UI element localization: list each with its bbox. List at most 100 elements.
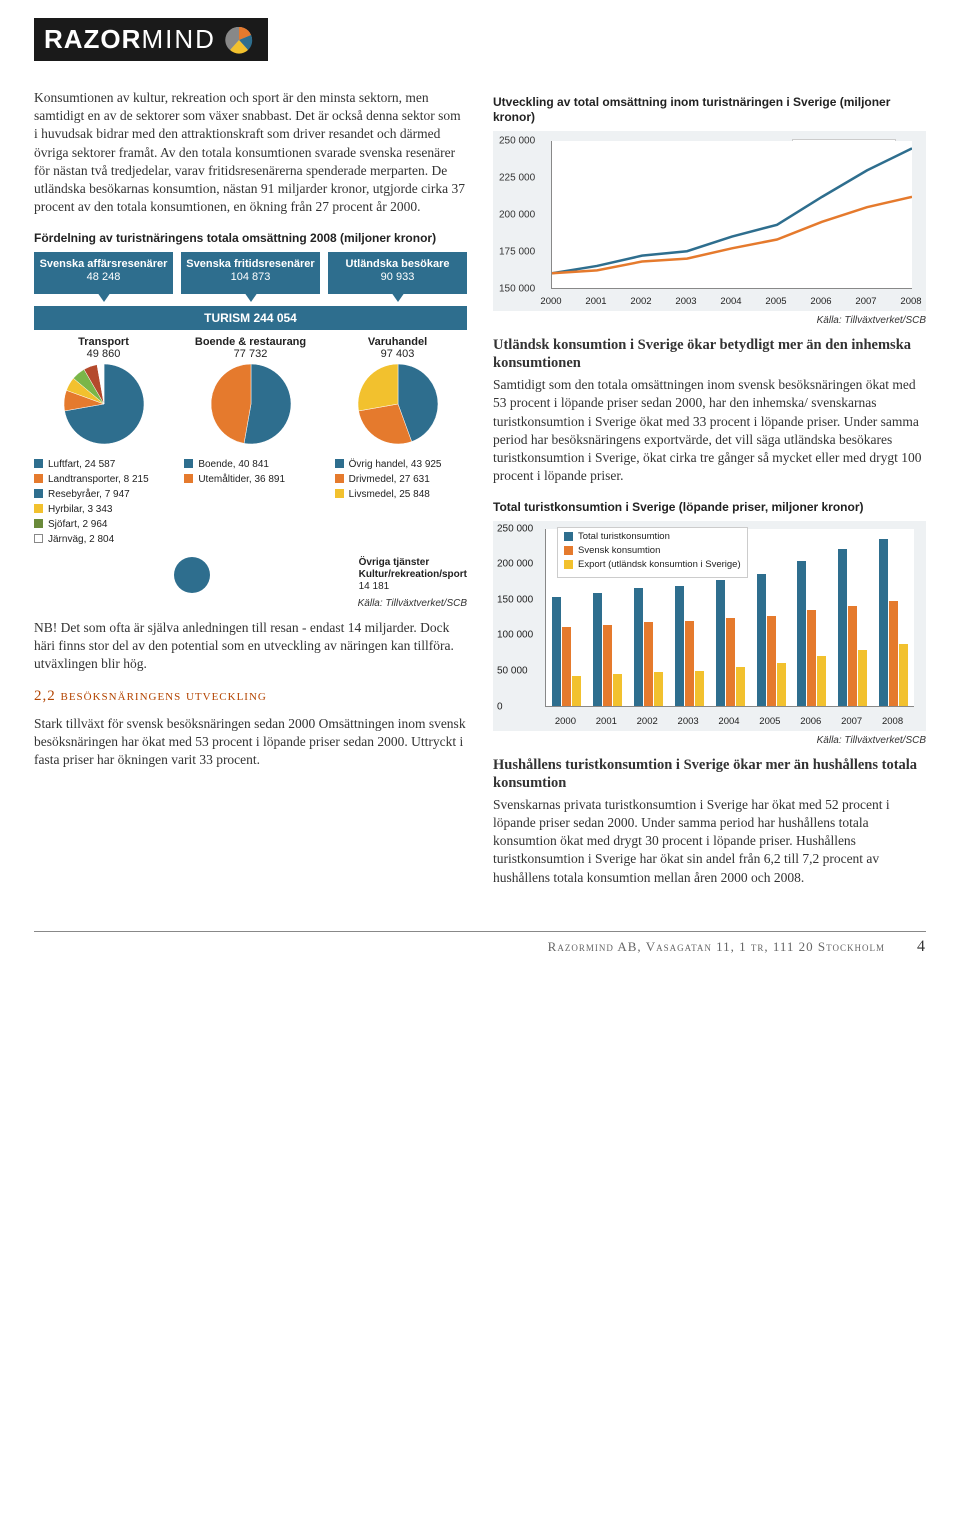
bar	[757, 574, 766, 705]
legend-item: Övrig handel, 43 925	[335, 458, 467, 471]
line-ytick: 225 000	[499, 173, 535, 184]
legend-item: Utemåltider, 36 891	[184, 473, 316, 486]
bar-group	[797, 561, 826, 705]
bar	[603, 625, 612, 706]
line-source: Källa: Tillväxtverket/SCB	[493, 315, 926, 326]
bar	[797, 561, 806, 705]
logo-bold: RAZOR	[44, 24, 141, 55]
page-number: 4	[917, 938, 926, 956]
bar-xtick: 2001	[596, 716, 617, 727]
bar-group	[716, 580, 745, 705]
bar	[858, 650, 867, 706]
line-xtick: 2005	[765, 296, 786, 307]
bar	[562, 627, 571, 705]
bar	[817, 656, 826, 706]
right-h2: Hushållens turistkonsumtion i Sverige ök…	[493, 756, 926, 792]
pie-column: Varuhandel97 403	[328, 336, 467, 444]
bar	[899, 644, 908, 706]
bar	[613, 674, 622, 705]
breakdown-title: Fördelning av turistnäringens totala oms…	[34, 231, 467, 246]
logo-block: RAZORMIND	[34, 18, 926, 61]
bar-group	[757, 574, 786, 705]
legend-item: Landtransporter, 8 215	[34, 473, 166, 486]
bar-group	[634, 588, 663, 705]
bar	[593, 593, 602, 705]
extra-l2: Kultur/rekreation/sport	[359, 569, 467, 580]
bar	[777, 663, 786, 705]
line-xtick: 2003	[675, 296, 696, 307]
line-title: Utveckling av total omsättning inom turi…	[493, 95, 926, 125]
bar-title: Total turistkonsumtion i Sverige (löpand…	[493, 500, 926, 515]
bar-group	[675, 586, 704, 705]
bar-ytick: 200 000	[497, 559, 533, 570]
line-xtick: 2004	[720, 296, 741, 307]
bar-legend-item: Svensk konsumtion	[564, 545, 741, 557]
bar	[644, 622, 653, 706]
bar-ytick: 50 000	[497, 665, 528, 676]
bar-group	[552, 597, 581, 706]
bar-xtick: 2000	[555, 716, 576, 727]
breakdown-mid: TURISM 244 054	[34, 306, 467, 330]
bar-xtick: 2004	[718, 716, 739, 727]
bar-xtick: 2005	[759, 716, 780, 727]
right-p2: Svenskarnas privata turistkonsumtion i S…	[493, 796, 926, 887]
breakdown-card: Svenska fritidsresenärer104 873	[181, 252, 320, 294]
line-xtick: 2008	[900, 296, 921, 307]
left-p1: Konsumtionen av kultur, rekreation och s…	[34, 89, 467, 217]
legend-item: Resebyråer, 7 947	[34, 488, 166, 501]
bar	[726, 618, 735, 705]
bar	[552, 597, 561, 706]
left-column: Konsumtionen av kultur, rekreation och s…	[34, 89, 467, 901]
bar-source: Källa: Tillväxtverket/SCB	[493, 735, 926, 746]
bar-legend: Total turistkonsumtionSvensk konsumtionE…	[557, 527, 748, 578]
extra-l3: 14 181	[359, 581, 467, 593]
legend-item: Boende, 40 841	[184, 458, 316, 471]
line-ytick: 175 000	[499, 247, 535, 258]
section-head: 2,2 besöksnäringens utveckling	[34, 688, 467, 705]
footer-address: Razormind AB, Vasagatan 11, 1 tr, 111 20…	[548, 939, 885, 955]
bar	[685, 621, 694, 705]
breakdown-chart: Fördelning av turistnäringens totala oms…	[34, 231, 467, 609]
line-ytick: 150 000	[499, 284, 535, 295]
legend-item: Hyrbilar, 3 343	[34, 503, 166, 516]
bar	[807, 610, 816, 705]
line-xtick: 2000	[540, 296, 561, 307]
bar	[848, 606, 857, 706]
page-footer: Razormind AB, Vasagatan 11, 1 tr, 111 20…	[34, 931, 926, 956]
legend-column: Boende, 40 841 Utemåltider, 36 891	[184, 458, 316, 548]
line-xtick: 2007	[855, 296, 876, 307]
line-ytick: 250 000	[499, 136, 535, 147]
bar-xtick: 2002	[637, 716, 658, 727]
line-xtick: 2001	[585, 296, 606, 307]
extra-l1: Övriga tjänster	[359, 557, 430, 568]
legend-item: Drivmedel, 27 631	[335, 473, 467, 486]
breakdown-source: Källa: Tillväxtverket/SCB	[34, 598, 467, 609]
line-ytick: 200 000	[499, 210, 535, 221]
bar-ytick: 150 000	[497, 594, 533, 605]
bar-ytick: 100 000	[497, 630, 533, 641]
bar-ytick: 250 000	[497, 523, 533, 534]
legend-column: Övrig handel, 43 925Drivmedel, 27 631Liv…	[335, 458, 467, 548]
bar-xtick: 2003	[678, 716, 699, 727]
bar-xtick: 2007	[841, 716, 862, 727]
pie-column: Boende & restaurang77 732	[181, 336, 320, 444]
bar	[879, 539, 888, 706]
logo-light: MIND	[141, 24, 215, 55]
line-chart: Utveckling av total omsättning inom turi…	[493, 95, 926, 326]
bar	[695, 671, 704, 706]
breakdown-card: Svenska affärsresenärer48 248	[34, 252, 173, 294]
line-xtick: 2006	[810, 296, 831, 307]
bar-legend-item: Total turistkonsumtion	[564, 531, 741, 543]
logo: RAZORMIND	[34, 18, 268, 61]
right-h1: Utländsk konsumtion i Sverige ökar betyd…	[493, 336, 926, 372]
bar	[654, 672, 663, 706]
bar	[736, 667, 745, 705]
right-column: Utveckling av total omsättning inom turi…	[493, 89, 926, 901]
breakdown-card: Utländska besökare90 933	[328, 252, 467, 294]
bar	[767, 616, 776, 705]
line-xtick: 2002	[630, 296, 651, 307]
bar-group	[879, 539, 908, 706]
bar	[889, 601, 898, 705]
bar	[675, 586, 684, 705]
legend-item: Järnväg, 2 804	[34, 533, 166, 546]
